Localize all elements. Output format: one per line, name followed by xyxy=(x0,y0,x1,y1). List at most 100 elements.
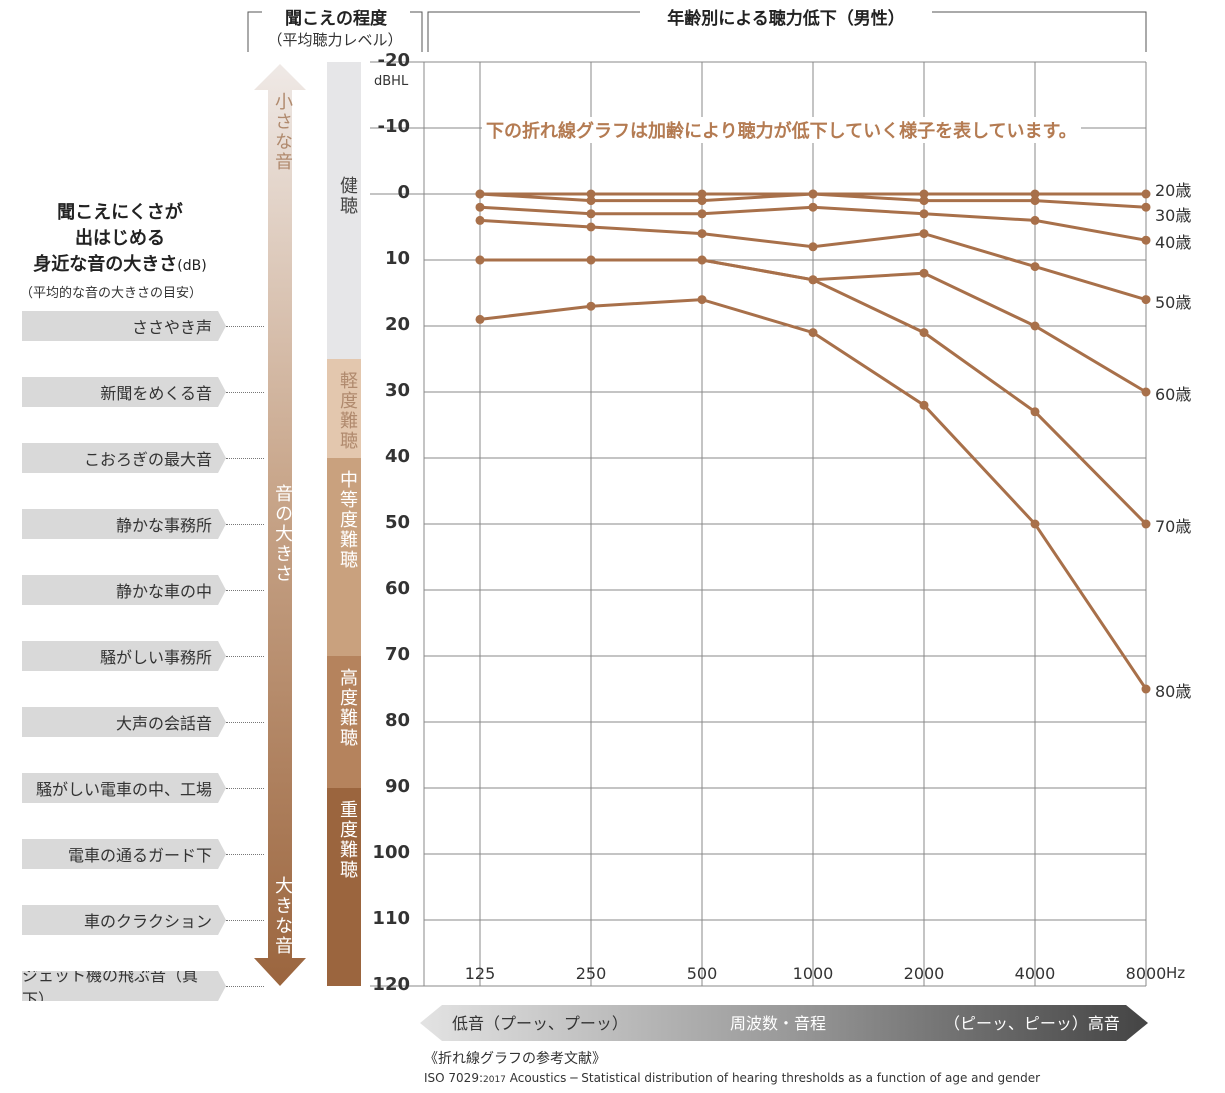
reference-title: 《折れ線グラフの参考文献》 xyxy=(424,1051,606,1067)
sound-level-label: こおろぎの最大音 xyxy=(22,443,226,473)
volume-arrow xyxy=(254,64,306,986)
leader-line xyxy=(226,722,264,723)
left-panel-subheading: （平均的な音の大きさの目安） xyxy=(20,286,203,301)
data-point xyxy=(475,255,485,265)
hearing-level-band xyxy=(327,656,361,788)
data-point xyxy=(808,242,818,252)
low-frequency-label: 低音（プーッ、プーッ） xyxy=(452,1014,628,1033)
series-age-label: 30歳 xyxy=(1155,206,1192,226)
data-point xyxy=(1141,235,1151,245)
volume-label: 音の大きさ xyxy=(272,484,293,584)
y-tick-label: 110 xyxy=(372,908,410,929)
y-tick-label: 50 xyxy=(384,512,410,533)
high-frequency-label: （ピーッ、ピーッ）高音 xyxy=(944,1014,1120,1033)
data-point xyxy=(1030,215,1040,225)
y-tick-label: 40 xyxy=(384,446,410,467)
data-point xyxy=(1141,295,1151,305)
data-point xyxy=(1030,189,1040,199)
leader-line xyxy=(226,788,264,789)
heading-line-3: 身近な音の大きさ(dB) xyxy=(33,254,207,275)
y-tick-label: 30 xyxy=(384,380,410,401)
x-unit-label: Hz xyxy=(1166,964,1186,982)
data-point xyxy=(919,268,929,278)
hearing-level-band xyxy=(327,788,361,986)
data-point xyxy=(1141,202,1151,212)
leader-line xyxy=(226,326,264,327)
leader-line xyxy=(226,524,264,525)
data-point xyxy=(919,328,929,338)
data-point xyxy=(919,209,929,219)
y-unit-label: dBHL xyxy=(374,74,409,89)
sound-level-label: 静かな事務所 xyxy=(22,509,226,539)
data-point xyxy=(586,222,596,232)
y-tick-label: 0 xyxy=(397,182,410,203)
data-point xyxy=(697,189,707,199)
hearing-level-band xyxy=(327,458,361,656)
data-point xyxy=(697,209,707,219)
series-age-label: 50歳 xyxy=(1155,292,1192,312)
data-point xyxy=(1030,196,1040,206)
left-header-title: 聞こえの程度 xyxy=(285,9,387,29)
heading-line-1: 聞こえにくさが xyxy=(57,202,183,223)
x-tick-label: 250 xyxy=(575,964,607,983)
data-point xyxy=(475,202,485,212)
data-point xyxy=(808,202,818,212)
data-point xyxy=(697,295,707,305)
data-point xyxy=(919,400,929,410)
y-tick-label: 120 xyxy=(372,974,410,995)
leader-line xyxy=(226,920,264,921)
leader-line xyxy=(226,590,264,591)
x-tick-label: 1000 xyxy=(792,964,834,983)
data-point xyxy=(808,328,818,338)
data-point xyxy=(919,196,929,206)
large-sound-label: 大きな音 xyxy=(272,876,293,956)
sound-level-label: ささやき声 xyxy=(22,311,226,341)
series-age-label: 20歳 xyxy=(1155,181,1192,200)
x-tick-label: 4000 xyxy=(1014,964,1056,983)
hearing-chart xyxy=(370,61,1151,987)
series-age-label: 70歳 xyxy=(1155,517,1192,536)
series-age-label: 80歳 xyxy=(1155,682,1192,701)
y-tick-label: 70 xyxy=(384,644,410,665)
data-point xyxy=(586,189,596,199)
y-tick-label: 90 xyxy=(384,776,410,797)
leader-line xyxy=(226,854,264,855)
leader-line xyxy=(226,458,264,459)
y-tick-label: 80 xyxy=(384,710,410,731)
data-point xyxy=(586,301,596,311)
data-point xyxy=(697,229,707,239)
leader-line xyxy=(226,392,264,393)
frequency-arrow xyxy=(420,1005,1148,1041)
hearing-level-label: 高度難聴 xyxy=(337,668,358,748)
data-point xyxy=(1030,407,1040,417)
data-point xyxy=(808,189,818,199)
hearing-level-label: 軽度難聴 xyxy=(337,371,358,451)
data-point xyxy=(475,215,485,225)
header-brackets xyxy=(247,11,1147,52)
sound-level-label: 騒がしい電車の中、工場 xyxy=(22,773,226,803)
left-panel-heading: 聞こえにくさが 出はじめる 身近な音の大きさ(dB) xyxy=(0,200,240,279)
chart-note: 下の折れ線グラフは加齢により聴力が低下していく様子を表しています。 xyxy=(482,117,1081,143)
data-point xyxy=(919,189,929,199)
series-age-label: 60歳 xyxy=(1155,385,1192,404)
leader-line xyxy=(226,986,264,987)
sound-level-label: 電車の通るガード下 xyxy=(22,839,226,869)
sound-level-label: 騒がしい事務所 xyxy=(22,641,226,671)
data-point xyxy=(697,196,707,206)
data-point xyxy=(475,314,485,324)
y-tick-label: -10 xyxy=(377,116,410,137)
y-tick-label: 60 xyxy=(384,578,410,599)
data-point xyxy=(1141,189,1151,199)
x-tick-label: 500 xyxy=(686,964,718,983)
frequency-label: 周波数・音程 xyxy=(730,1014,827,1033)
hearing-level-label: 重度難聴 xyxy=(337,800,358,880)
data-point xyxy=(1141,387,1151,397)
data-point xyxy=(586,209,596,219)
y-tick-label: -20 xyxy=(377,50,410,71)
data-point xyxy=(1030,262,1040,272)
x-tick-label: 8000 xyxy=(1125,964,1167,983)
data-point xyxy=(1141,519,1151,529)
hearing-level-label: 健聴 xyxy=(337,176,358,216)
y-tick-label: 100 xyxy=(372,842,410,863)
y-tick-label: 10 xyxy=(384,248,410,269)
